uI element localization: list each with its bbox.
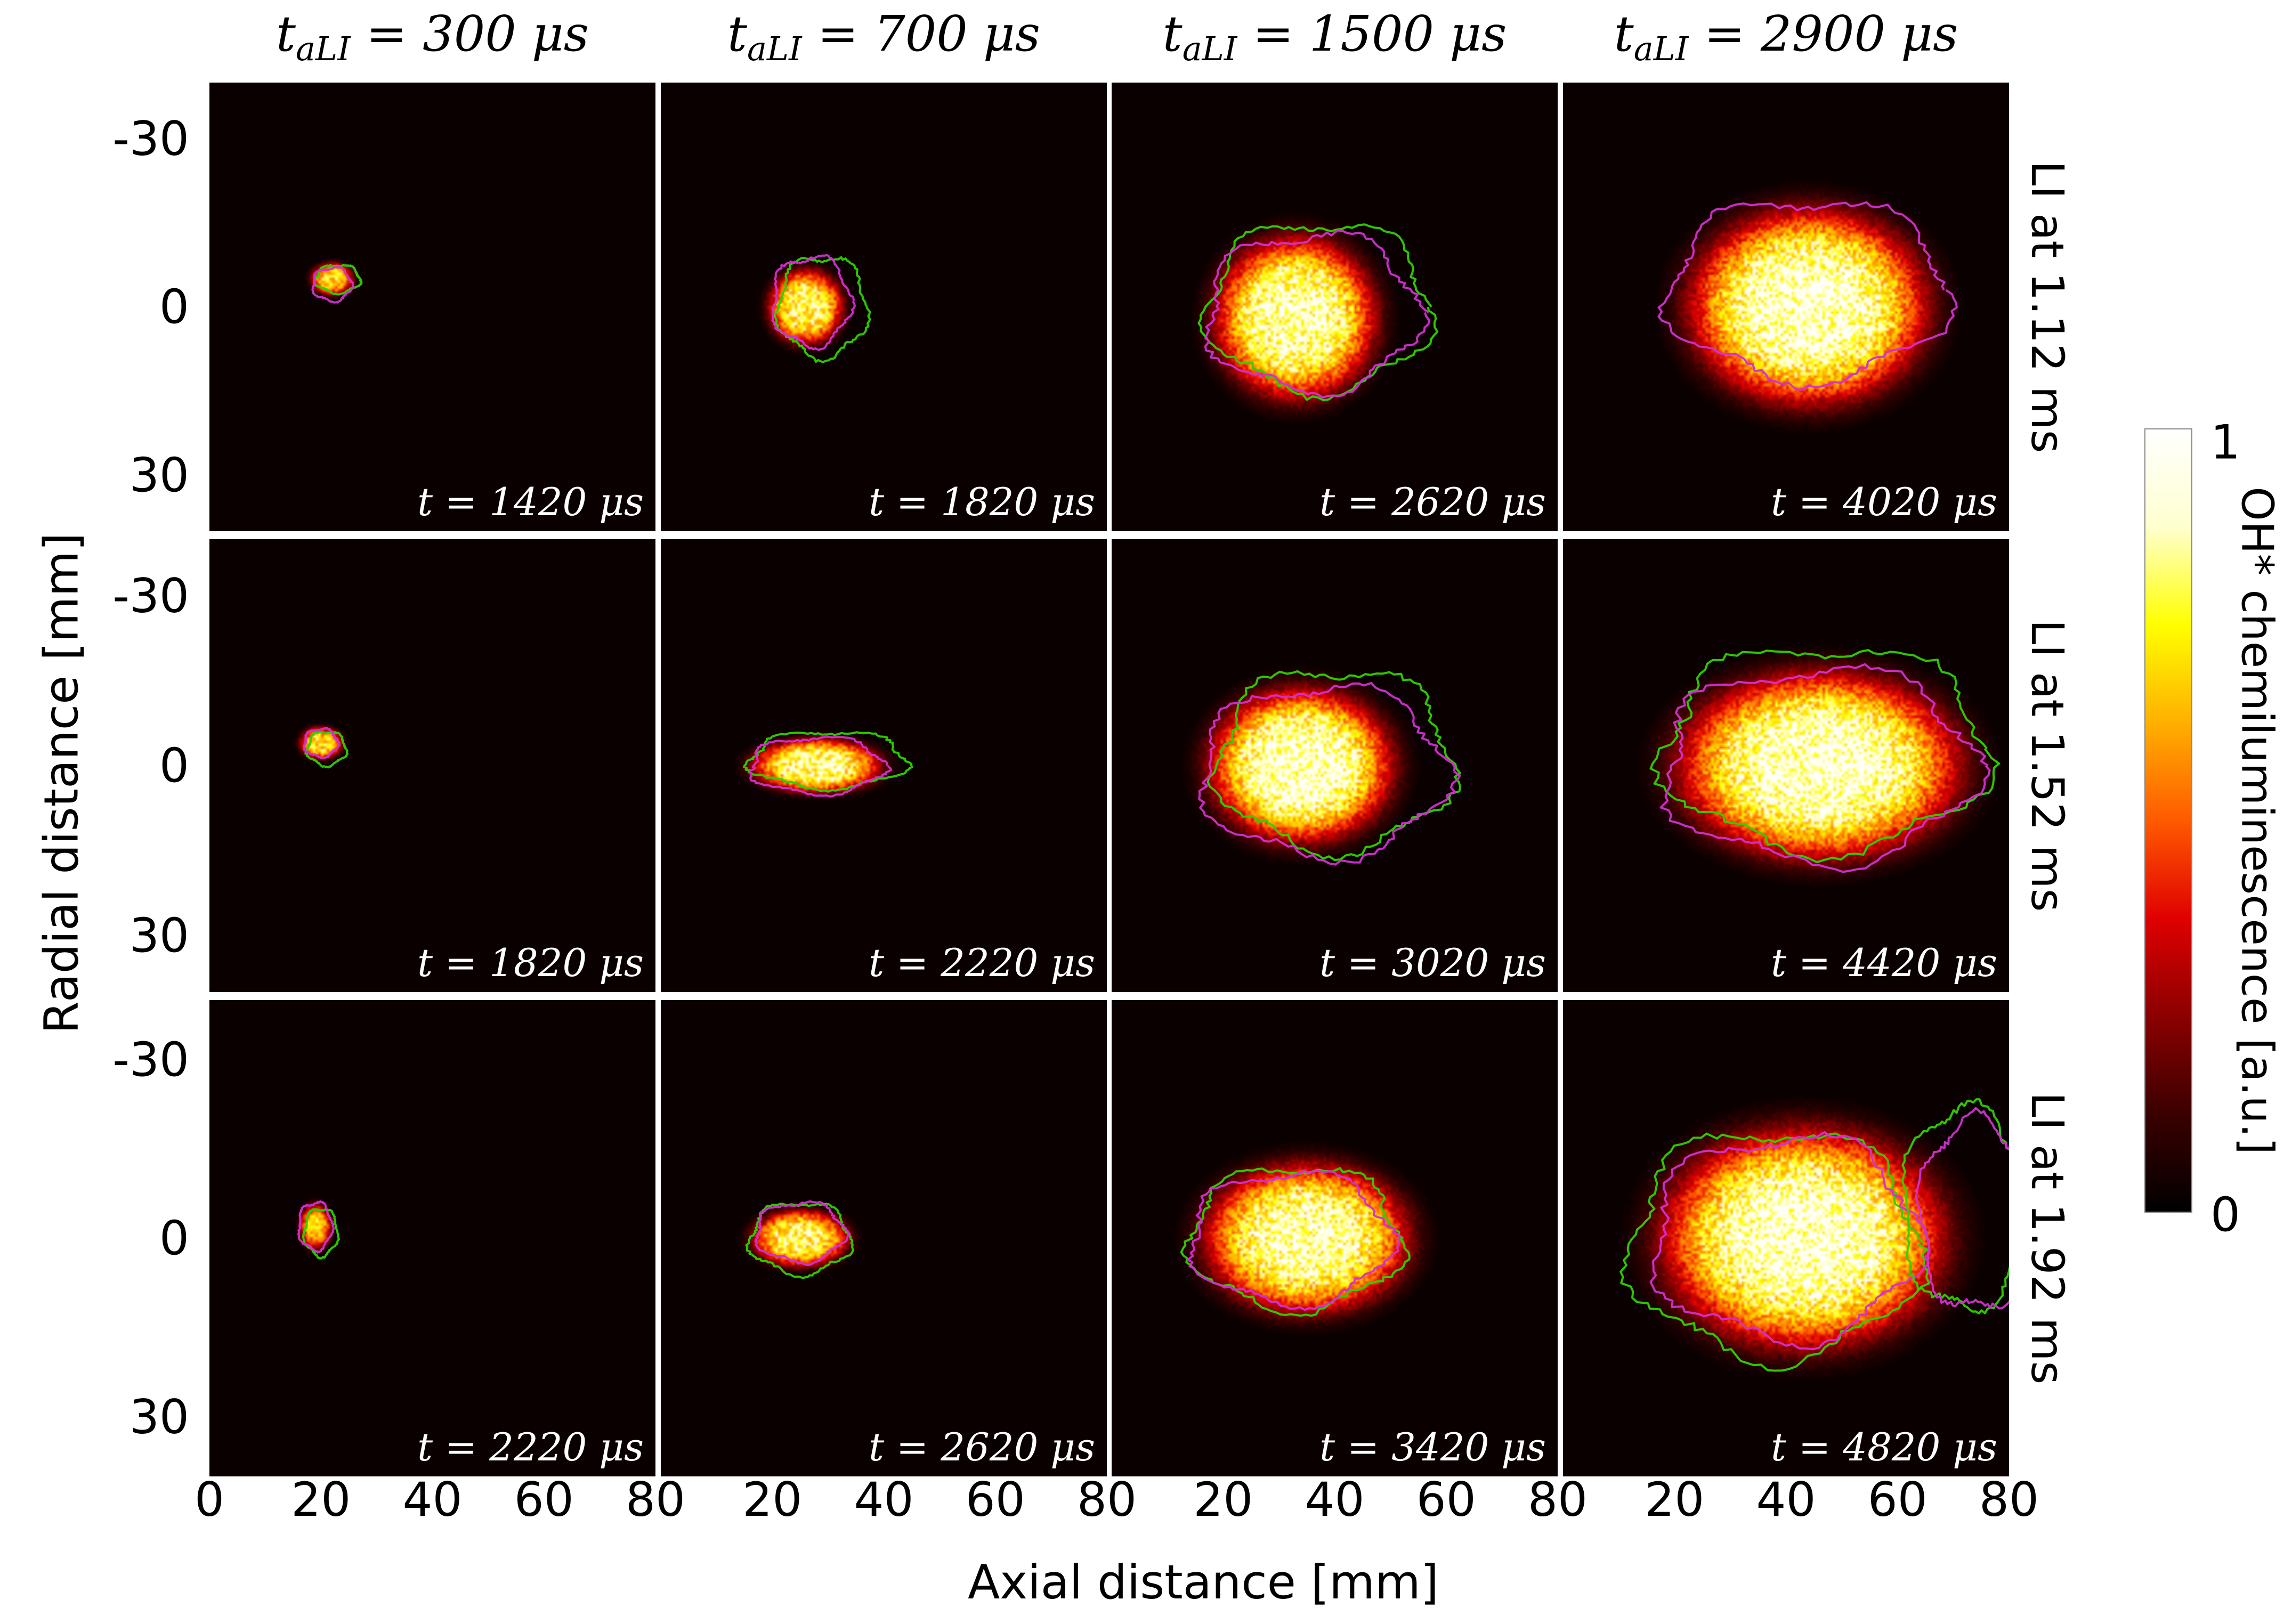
green-flame-contour (1206, 670, 1462, 862)
panel-r1-c4: t = 4020 μs (1563, 83, 2009, 531)
panel-time-label: t = 2620 μs (1319, 480, 1546, 524)
panel-r3-c2: t = 2620 μs (661, 1000, 1107, 1476)
x-tick-label: 60 (514, 1472, 574, 1527)
y-tick-label: -30 (112, 569, 189, 623)
x-tick-label: 80 (1077, 1472, 1137, 1527)
magenta-flame-contour (1657, 201, 1958, 392)
panel-r1-c2: t = 1820 μs (661, 83, 1107, 531)
oh-chemiluminescence-heatmap (1563, 83, 2009, 531)
panel-time-label: t = 4020 μs (1771, 480, 1997, 524)
magenta-flame-contour (1187, 1170, 1401, 1311)
x-tick-label: 40 (403, 1472, 463, 1527)
panel-r3-c4: t = 4820 μs (1563, 1000, 2009, 1476)
y-tick-label: 30 (129, 448, 189, 502)
x-tick-label: 20 (742, 1472, 802, 1527)
x-tick-label: 80 (1979, 1472, 2039, 1527)
oh-chemiluminescence-heatmap (1563, 539, 2009, 992)
magenta-flame-contour (1198, 681, 1461, 866)
magenta-flame-contour (1915, 1107, 2009, 1310)
magenta-flame-contour (1649, 1131, 1931, 1351)
oh-chemiluminescence-heatmap (661, 1000, 1107, 1476)
magenta-flame-contour (748, 735, 892, 798)
green-flame-contour (1649, 649, 2001, 864)
x-tick-label: 40 (854, 1472, 914, 1527)
row-label-2: LI at 1.52 ms (2021, 620, 2074, 912)
panel-time-label: t = 3420 μs (1319, 1425, 1546, 1469)
panel-r2-c3: t = 3020 μs (1112, 539, 1558, 992)
colorbar-max-label: 1 (2210, 415, 2240, 470)
colorbar-label: OH* chemiluminescence [a.u.] (2232, 486, 2282, 1154)
colorbar (2144, 428, 2192, 1213)
panel-r1-c3: t = 2620 μs (1112, 83, 1558, 531)
y-tick-label: 0 (159, 1211, 189, 1266)
oh-chemiluminescence-heatmap (1563, 1000, 2009, 1476)
x-tick-label: 60 (966, 1472, 1025, 1527)
panel-r3-c3: t = 3420 μs (1112, 1000, 1558, 1476)
row-label-1: LI at 1.12 ms (2021, 161, 2074, 453)
panel-time-label: t = 1820 μs (869, 480, 1095, 524)
panel-r3-c1: t = 2220 μs (209, 1000, 655, 1476)
magenta-flame-contour (297, 1200, 335, 1254)
green-flame-contour (304, 730, 349, 769)
colorbar-min-label: 0 (2210, 1188, 2240, 1243)
x-tick-label: 20 (1193, 1472, 1253, 1527)
panel-time-label: t = 1420 μs (417, 480, 644, 524)
x-tick-label: 20 (1645, 1472, 1704, 1527)
oh-chemiluminescence-heatmap (209, 1000, 655, 1476)
oh-chemiluminescence-heatmap (661, 83, 1107, 531)
magenta-flame-contour (771, 254, 856, 351)
x-tick-label: 20 (291, 1472, 351, 1527)
green-flame-contour (1901, 1098, 2009, 1315)
y-axis-label: Radial distance [mm] (34, 533, 89, 1034)
x-tick-label: 40 (1305, 1472, 1365, 1527)
column-header-4: taLI = 2900 μs (1614, 5, 1958, 68)
magenta-flame-contour (303, 727, 341, 760)
x-tick-label: 80 (626, 1472, 685, 1527)
panel-r1-c1: t = 1420 μs (209, 83, 655, 531)
magenta-flame-contour (754, 1200, 851, 1266)
green-flame-contour (302, 1208, 340, 1260)
panel-time-label: t = 3020 μs (1319, 940, 1546, 985)
panel-time-label: t = 1820 μs (417, 940, 644, 985)
x-tick-label: 60 (1416, 1472, 1476, 1527)
magenta-flame-contour (311, 266, 354, 304)
y-tick-label: 0 (159, 738, 189, 793)
x-axis-label: Axial distance [mm] (968, 1555, 1439, 1610)
column-header-1: taLI = 300 μs (276, 5, 589, 68)
y-tick-label: 30 (129, 908, 189, 963)
oh-chemiluminescence-heatmap (1112, 83, 1558, 531)
green-flame-contour (745, 1203, 854, 1279)
panel-time-label: t = 2220 μs (869, 940, 1095, 985)
y-tick-label: 30 (129, 1390, 189, 1444)
x-tick-label: 60 (1868, 1472, 1927, 1527)
oh-chemiluminescence-heatmap (661, 539, 1107, 992)
x-tick-label: 0 (195, 1472, 224, 1527)
y-tick-label: 0 (159, 280, 189, 335)
panel-time-label: t = 2220 μs (417, 1425, 644, 1469)
green-flame-contour (773, 256, 871, 363)
x-tick-label: 80 (1528, 1472, 1588, 1527)
oh-chemiluminescence-heatmap (209, 539, 655, 992)
oh-chemiluminescence-heatmap (1112, 539, 1558, 992)
row-label-3: LI at 1.92 ms (2021, 1092, 2074, 1385)
column-header-2: taLI = 700 μs (727, 5, 1040, 68)
panel-time-label: t = 2620 μs (869, 1425, 1095, 1469)
y-tick-label: -30 (112, 1032, 189, 1087)
panel-r2-c1: t = 1820 μs (209, 539, 655, 992)
magenta-flame-contour (1204, 229, 1431, 399)
green-flame-contour (1180, 1167, 1411, 1317)
panel-time-label: t = 4820 μs (1771, 1425, 1997, 1469)
magenta-flame-contour (1659, 663, 1991, 873)
panel-time-label: t = 4420 μs (1771, 940, 1997, 985)
panel-r2-c4: t = 4420 μs (1563, 539, 2009, 992)
column-header-3: taLI = 1500 μs (1163, 5, 1507, 68)
panel-r2-c2: t = 2220 μs (661, 539, 1107, 992)
oh-chemiluminescence-heatmap (209, 83, 655, 531)
oh-chemiluminescence-heatmap (1112, 1000, 1558, 1476)
x-tick-label: 40 (1756, 1472, 1816, 1527)
y-tick-label: -30 (112, 111, 189, 166)
